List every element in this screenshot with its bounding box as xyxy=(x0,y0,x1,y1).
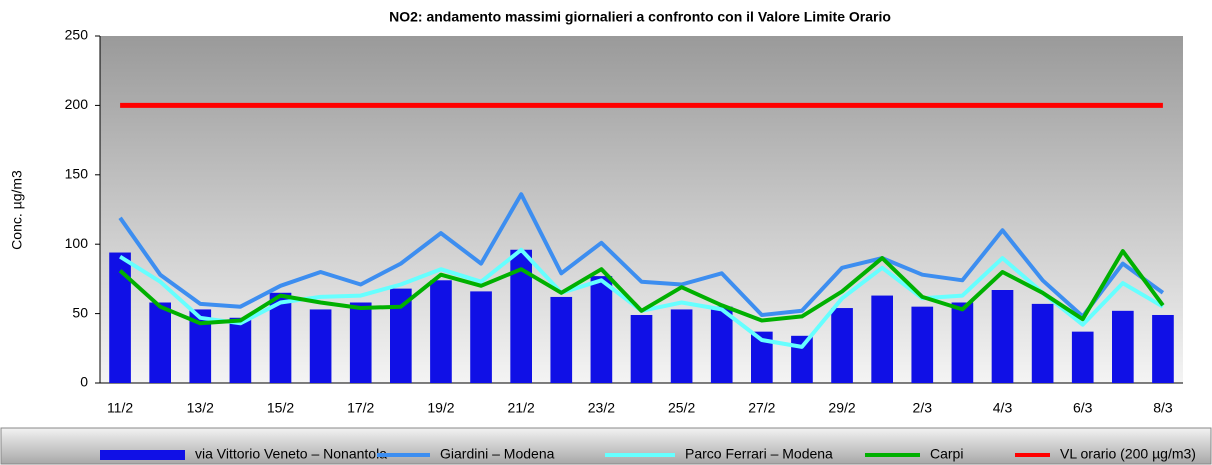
bar xyxy=(1031,303,1054,383)
x-tick-label: 19/2 xyxy=(427,400,454,416)
bar xyxy=(791,335,813,383)
y-tick-label: 50 xyxy=(72,304,88,320)
chart-title: NO2: andamento massimi giornalieri a con… xyxy=(389,9,891,25)
x-tick-label: 21/2 xyxy=(508,400,535,416)
bar xyxy=(1152,314,1174,383)
x-tick-label: 11/2 xyxy=(107,400,133,416)
bar xyxy=(510,249,532,383)
legend-label: Giardini – Modena xyxy=(440,446,555,462)
legend-swatch xyxy=(100,450,185,460)
bar xyxy=(189,309,212,383)
bar xyxy=(951,302,974,383)
bar xyxy=(229,317,252,383)
bar xyxy=(590,276,613,383)
legend-box xyxy=(0,427,1212,465)
bar xyxy=(430,280,452,383)
bar xyxy=(309,309,332,383)
bar xyxy=(871,295,893,383)
x-tick-label: 23/2 xyxy=(588,400,615,416)
bar xyxy=(710,306,733,383)
x-tick-label: 6/3 xyxy=(1073,400,1093,416)
bar xyxy=(109,252,131,383)
bar xyxy=(470,291,492,383)
bar xyxy=(991,290,1014,383)
y-tick-label: 0 xyxy=(80,374,88,390)
legend-label: Parco Ferrari – Modena xyxy=(685,446,833,462)
x-tick-label: 2/3 xyxy=(913,400,933,416)
legend-label: VL orario (200 µg/m3) xyxy=(1060,446,1196,462)
bar xyxy=(911,306,934,383)
y-tick-label: 150 xyxy=(65,166,89,182)
line-series xyxy=(118,192,1165,319)
x-tick-label: 29/2 xyxy=(828,400,855,416)
y-tick-label: 100 xyxy=(65,235,89,251)
bar xyxy=(1112,310,1134,383)
x-tick-label: 25/2 xyxy=(668,400,695,416)
x-tick-label: 8/3 xyxy=(1153,400,1173,416)
x-tick-label: 13/2 xyxy=(187,400,214,416)
y-tick-label: 200 xyxy=(65,96,89,112)
x-tick-label: 17/2 xyxy=(347,400,374,416)
legend-label: via Vittorio Veneto – Nonantola xyxy=(195,446,387,462)
y-axis-label: Conc. µg/m3 xyxy=(9,170,25,250)
x-tick-label: 27/2 xyxy=(748,400,775,416)
line-series xyxy=(118,249,1165,326)
bar xyxy=(550,296,573,383)
x-tick-label: 4/3 xyxy=(993,400,1013,416)
bar xyxy=(831,308,853,383)
x-tick-label: 15/2 xyxy=(267,400,294,416)
bar xyxy=(630,314,653,383)
legend-label: Carpi xyxy=(930,446,963,462)
bar xyxy=(390,288,412,383)
bar xyxy=(751,331,773,383)
y-tick-label: 250 xyxy=(65,27,89,43)
bar xyxy=(1071,331,1094,383)
bar xyxy=(349,302,372,383)
bar xyxy=(670,309,693,383)
bar xyxy=(269,292,292,383)
bar xyxy=(149,302,171,383)
